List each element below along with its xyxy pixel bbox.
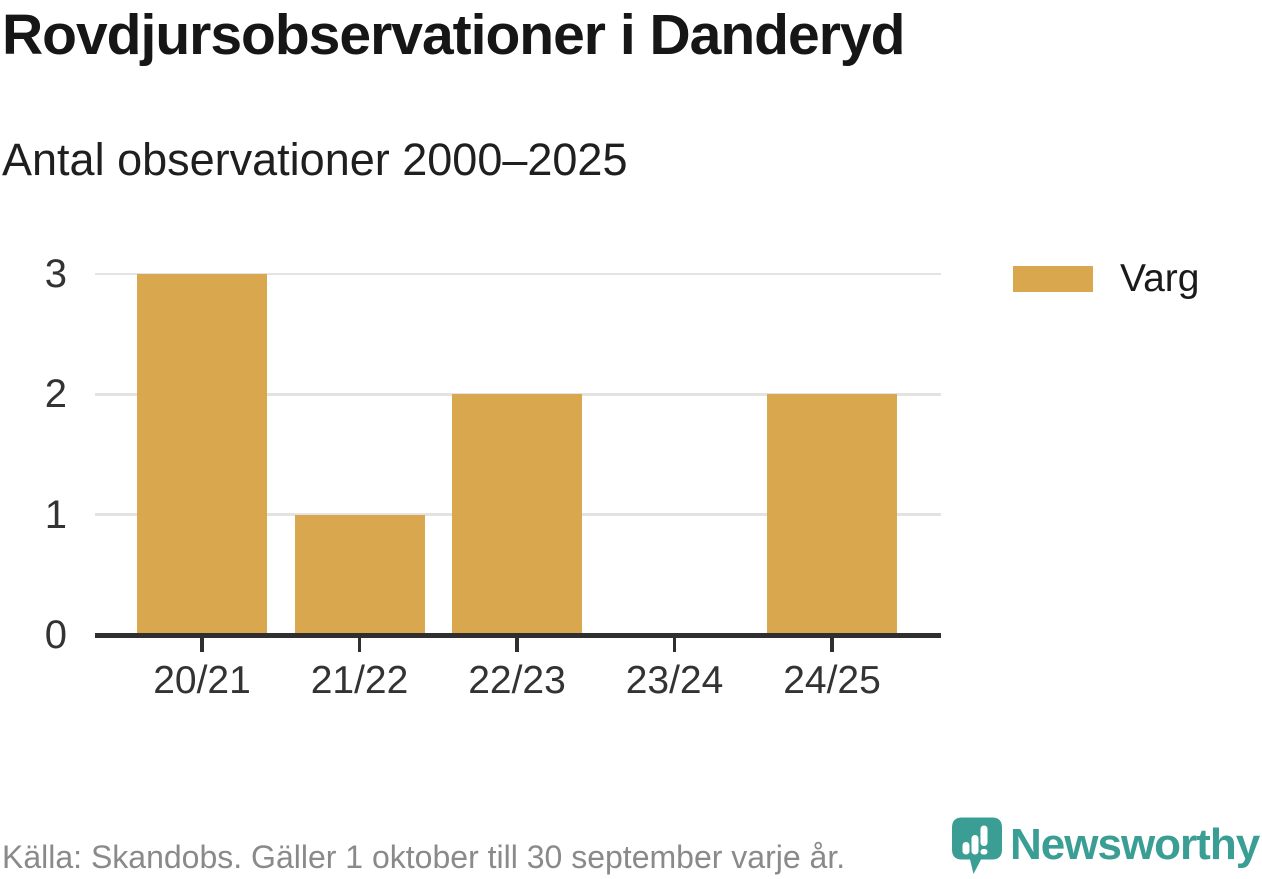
chart-title: Rovdjursobservationer i Danderyd xyxy=(2,3,905,67)
y-tick-label: 0 xyxy=(44,613,67,657)
legend-swatch-varg xyxy=(1013,266,1093,292)
chart-subtitle: Antal observationer 2000–2025 xyxy=(2,134,628,185)
source-note: Källa: Skandobs. Gäller 1 oktober till 3… xyxy=(2,839,846,875)
x-tick-label: 24/25 xyxy=(783,659,881,702)
x-tick-label: 21/22 xyxy=(310,659,409,702)
bar xyxy=(294,514,425,633)
x-tick-mark xyxy=(672,637,677,652)
x-tick-mark xyxy=(200,637,204,652)
x-tick-label: 23/24 xyxy=(625,659,724,702)
x-tick-mark xyxy=(357,637,362,652)
x-tick-mark xyxy=(830,637,834,652)
x-axis-line xyxy=(95,633,941,638)
y-tick-label: 3 xyxy=(44,252,67,297)
legend-label-varg: Varg xyxy=(1120,257,1200,300)
newsworthy-wordmark: Newsworthy xyxy=(1010,820,1260,869)
y-tick-label: 2 xyxy=(44,372,67,417)
gridline xyxy=(95,272,941,276)
y-tick-label: 1 xyxy=(44,492,67,537)
x-tick-label: 20/21 xyxy=(153,659,251,702)
x-tick-mark xyxy=(515,637,519,652)
bar xyxy=(767,394,897,633)
newsworthy-logo-icon xyxy=(952,817,1002,874)
bar xyxy=(137,274,267,633)
bar xyxy=(452,394,582,633)
legend: Varg xyxy=(1013,258,1200,300)
x-tick-label: 22/23 xyxy=(468,659,566,702)
